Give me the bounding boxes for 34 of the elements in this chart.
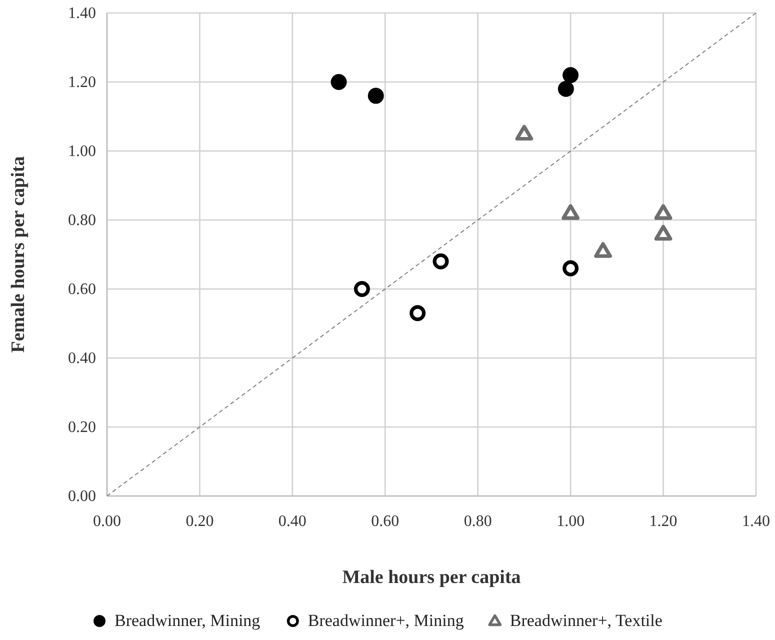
point [354,281,370,297]
x-tick-label: 0.40 [278,513,306,530]
x-tick-label: 0.80 [464,513,492,530]
x-tick-label: 1.00 [556,513,585,530]
y-tick-label: 1.40 [68,5,96,22]
y-tick-label: 0.40 [68,350,96,367]
x-tick-label: 1.40 [742,513,770,530]
x-tick-label: 1.20 [649,513,678,530]
legend-label: Breadwinner+, Mining [308,611,464,630]
point [654,224,672,241]
point [330,74,347,90]
y-tick-label: 0.60 [68,281,96,298]
point [515,124,534,141]
x-tick-label: 0.20 [186,513,214,530]
point [654,204,672,220]
point [368,88,384,104]
y-axis-title: Female hours per capita [8,156,29,353]
y-tick-label: 0.00 [68,488,96,505]
point [410,305,426,322]
x-tick-label: 0.00 [93,513,121,530]
point [558,80,574,97]
legend-label: Breadwinner, Mining [114,611,261,630]
y-tick-label: 1.00 [68,143,96,160]
point [594,242,612,258]
point [562,260,579,276]
y-tick-label: 0.20 [68,419,96,436]
y-tick-label: 0.80 [68,212,96,229]
x-axis-title: Male hours per capita [342,567,522,588]
legend-label: Breadwinner+, Textile [510,611,662,630]
x-tick-label: 0.60 [371,513,400,530]
y-tick-label: 1.20 [68,74,96,91]
point [432,253,449,270]
point [562,67,579,84]
point [562,204,580,220]
